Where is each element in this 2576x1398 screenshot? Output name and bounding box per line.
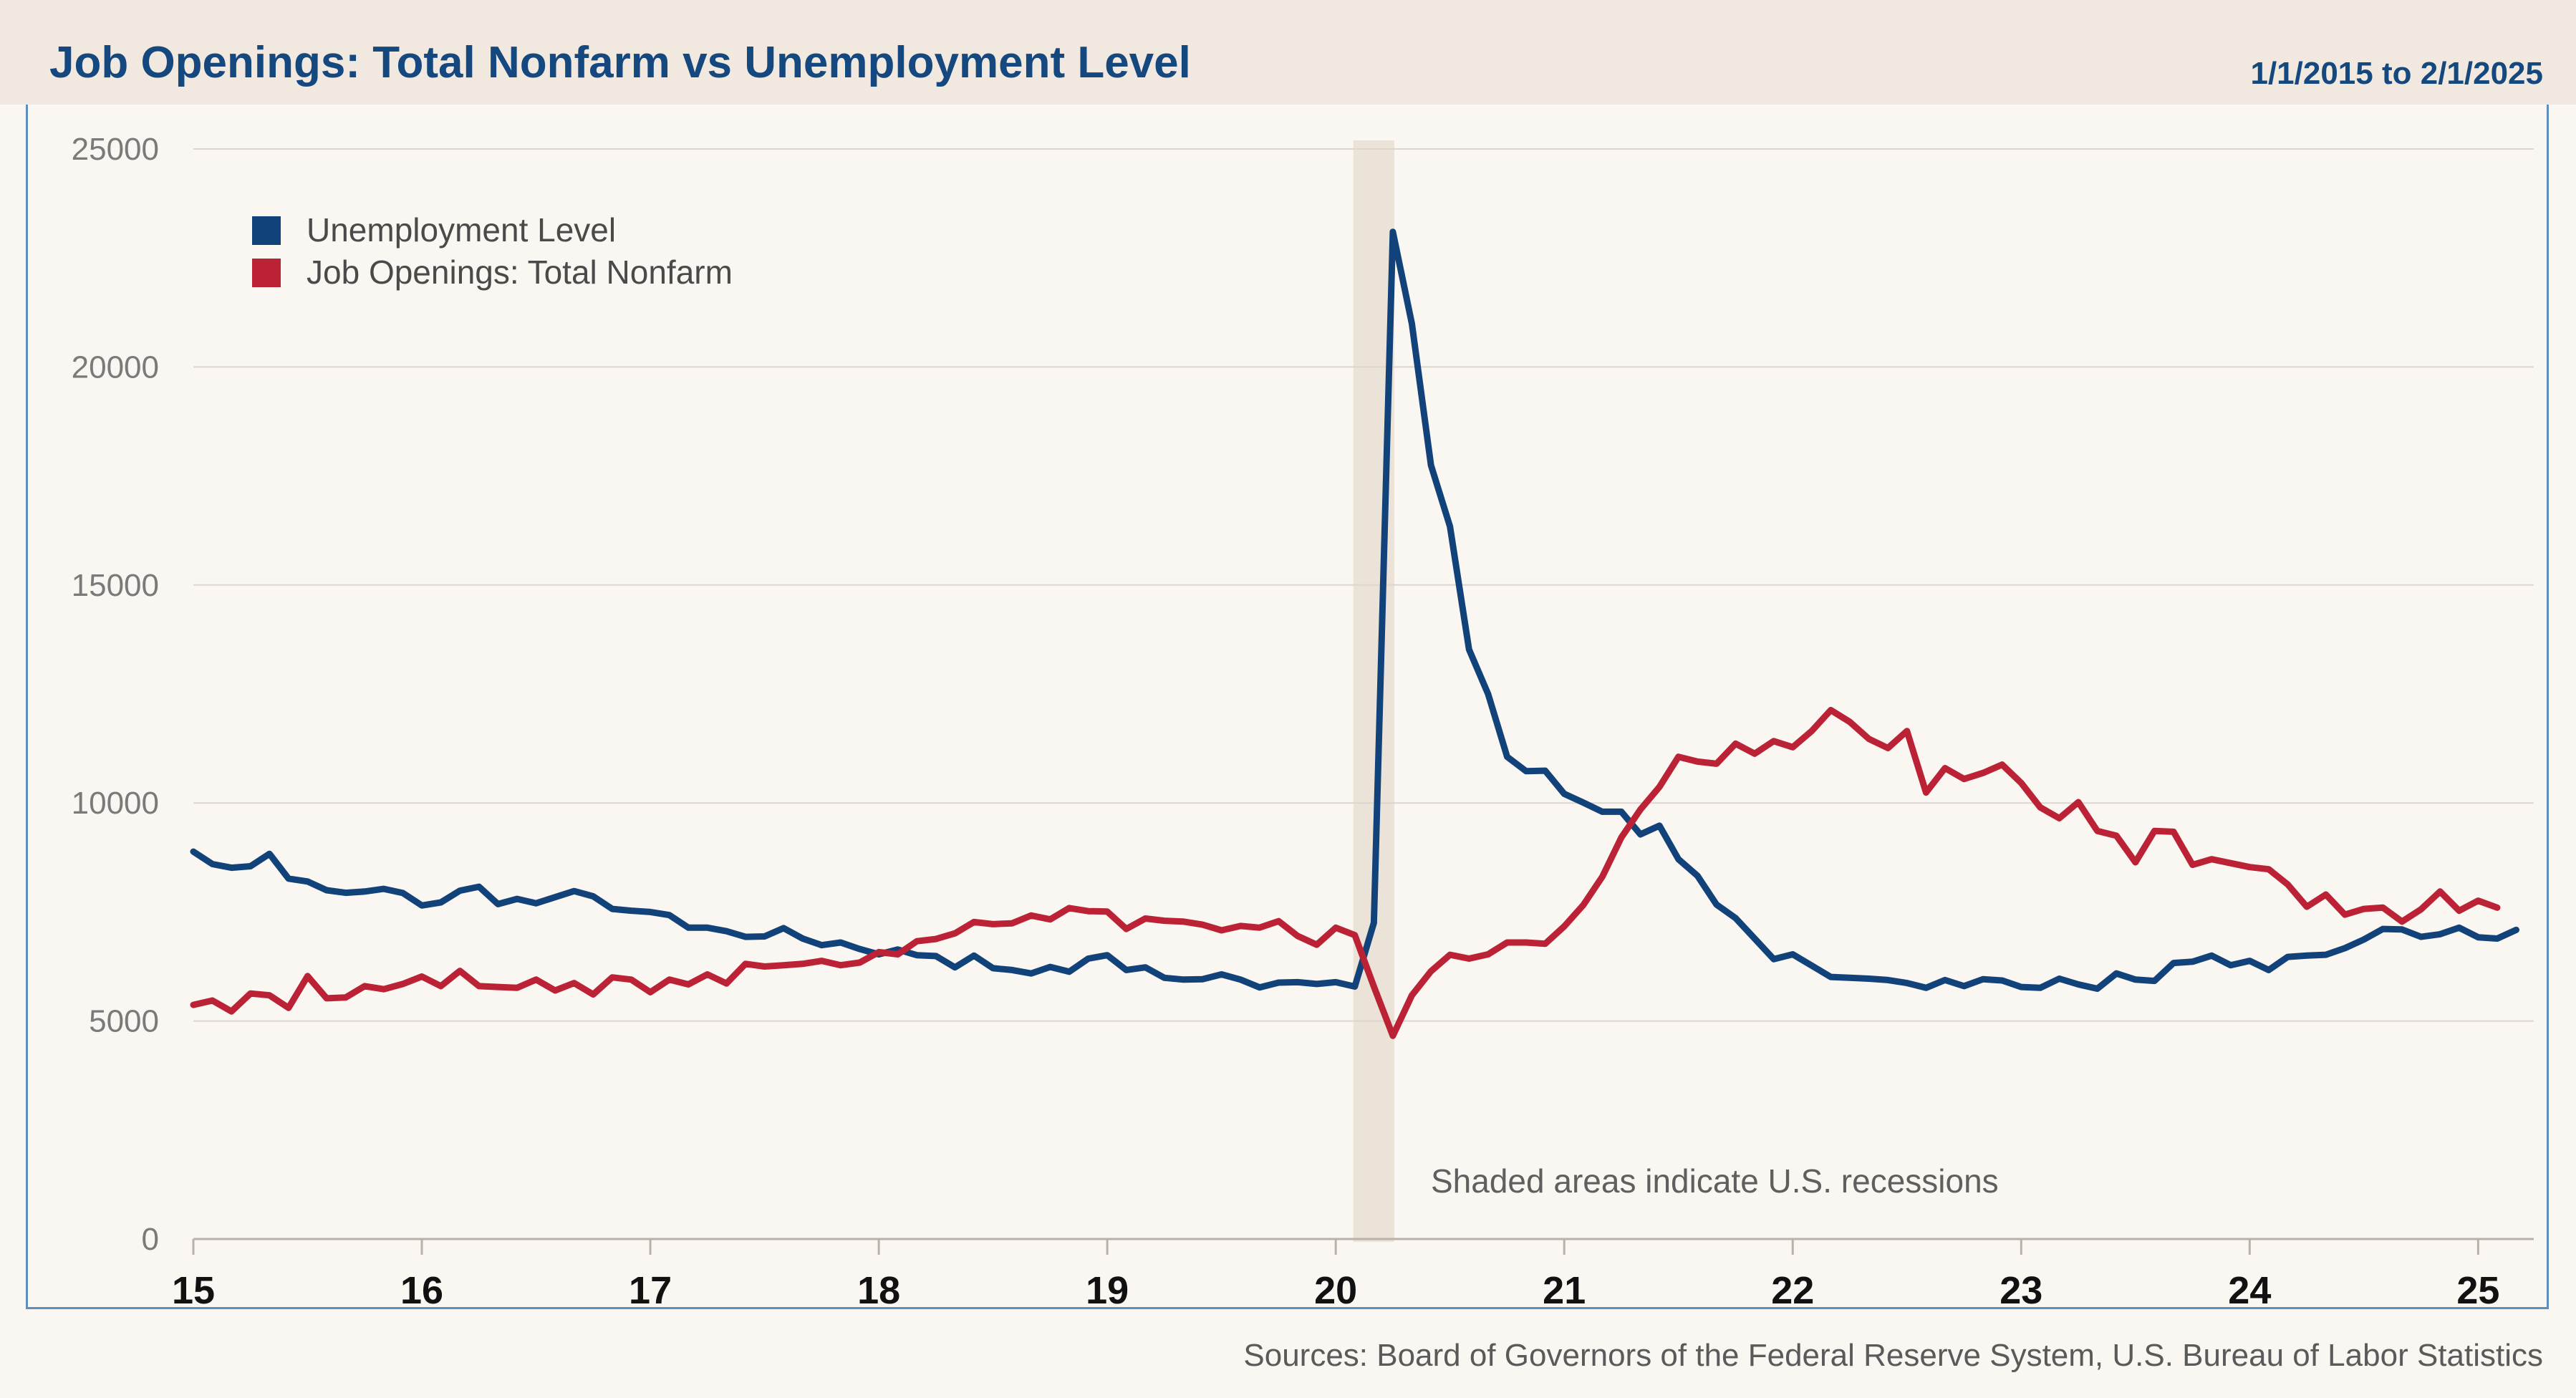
x-tick-label: 24	[2228, 1269, 2271, 1312]
y-tick-label: 25000	[72, 132, 159, 167]
series-line-job-openings	[190, 707, 2501, 1039]
x-tick-label: 25	[2456, 1269, 2499, 1312]
x-tick-label: 18	[857, 1269, 900, 1312]
x-tick-label: 20	[1314, 1269, 1357, 1312]
y-tick-label: 5000	[89, 1004, 159, 1039]
legend-swatch-unemployment	[252, 216, 281, 245]
sources-note: Sources: Board of Governors of the Feder…	[1243, 1338, 2543, 1373]
series-line-unemployment	[190, 228, 2519, 992]
y-tick-label: 20000	[72, 350, 159, 385]
chart-title: Job Openings: Total Nonfarm vs Unemploym…	[49, 38, 1191, 87]
header-bar: Job Openings: Total Nonfarm vs Unemploym…	[0, 0, 2576, 105]
x-axis: 15 16 17 18 19 20 21 22 23 24 25	[172, 1238, 2534, 1312]
x-tick-label: 19	[1086, 1269, 1129, 1312]
y-tick-label: 10000	[72, 786, 159, 821]
y-axis-ticks: 0 5000 10000 15000 20000 25000	[72, 132, 159, 1257]
x-tick-label: 23	[1999, 1269, 2042, 1312]
gridlines	[193, 148, 2534, 1022]
x-tick-label: 16	[400, 1269, 443, 1312]
legend-label-unemployment: Unemployment Level	[307, 211, 616, 249]
y-tick-label: 15000	[72, 568, 159, 603]
series-lines	[190, 228, 2519, 1039]
date-range: 1/1/2015 to 2/1/2025	[2250, 56, 2543, 91]
legend: Unemployment Level Job Openings: Total No…	[252, 211, 733, 291]
x-tick-label: 21	[1543, 1269, 1586, 1312]
x-tick-label: 22	[1771, 1269, 1814, 1312]
recession-note: Shaded areas indicate U.S. recessions	[1431, 1162, 1999, 1200]
legend-swatch-job-openings	[252, 259, 281, 287]
y-tick-label: 0	[142, 1222, 159, 1257]
x-tick-label: 15	[172, 1269, 215, 1312]
legend-label-job-openings: Job Openings: Total Nonfarm	[307, 254, 733, 291]
chart-frame	[26, 105, 2549, 1309]
x-tick-label: 17	[629, 1269, 672, 1312]
